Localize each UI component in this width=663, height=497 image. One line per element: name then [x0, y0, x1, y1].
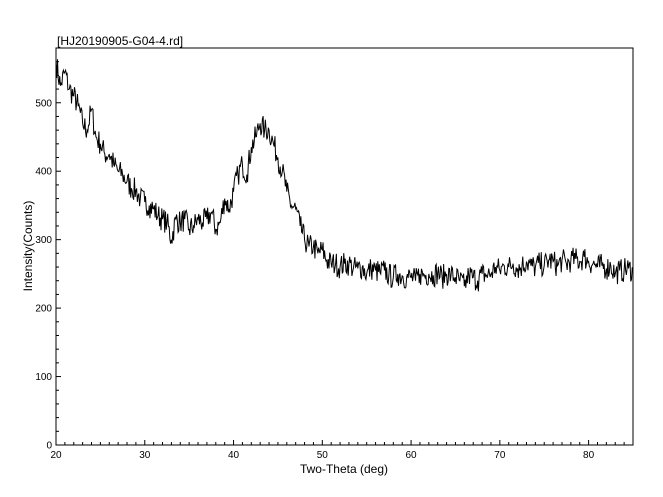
x-tick-label: 40 — [228, 450, 240, 461]
x-tick-label: 30 — [139, 450, 151, 461]
series-line — [55, 59, 634, 292]
x-tick-label: 20 — [50, 450, 62, 461]
axis-ticks: 20 30 40 50 60 70 80 0 100 200 300 400 500 — [35, 47, 634, 461]
x-tick-label: 50 — [317, 450, 329, 461]
y-tick-label: 400 — [35, 167, 52, 178]
y-tick-label: 0 — [46, 441, 52, 452]
x-axis-title: Two-Theta (deg) — [300, 462, 388, 476]
x-tick-label: 60 — [406, 450, 418, 461]
plot-frame — [55, 47, 634, 446]
chart-title: [HJ20190905-G04-4.rd] — [57, 34, 183, 48]
y-tick-label: 500 — [35, 98, 52, 109]
y-tick-label: 300 — [35, 235, 52, 246]
x-tick-label: 80 — [583, 450, 595, 461]
y-axis-title: Intensity(Counts) — [21, 201, 35, 292]
y-tick-label: 200 — [35, 304, 52, 315]
y-tick-label: 100 — [35, 372, 52, 383]
x-tick-label: 70 — [494, 450, 506, 461]
